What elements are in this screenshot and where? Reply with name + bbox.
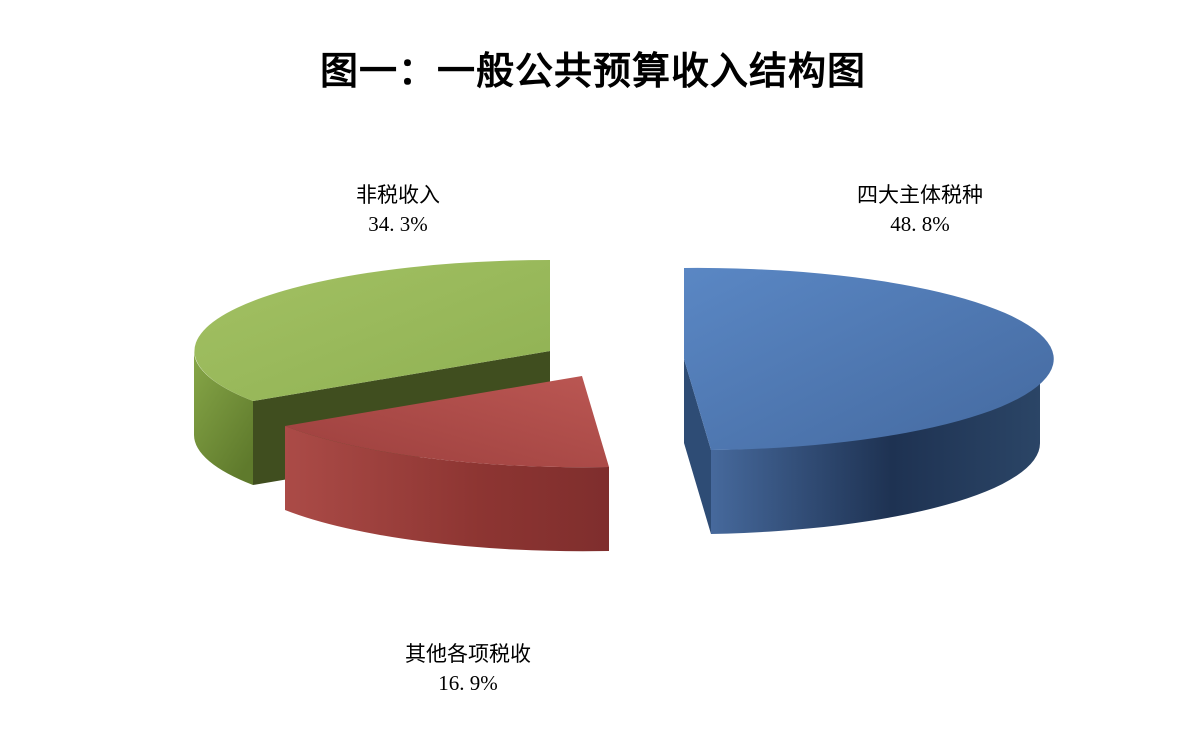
pie-slice-blue-rim <box>711 359 1041 534</box>
pie-slice-red-rim <box>285 426 609 552</box>
slice-label-red-percent: 16. 9% <box>438 671 498 695</box>
slice-label-red-name: 其他各项税收 <box>405 642 531 666</box>
slice-label-green-name: 非税收入 <box>356 183 440 207</box>
pie-slice-green-rim <box>194 351 253 485</box>
pie-slice-red-top <box>285 376 609 468</box>
slice-label-green-percent: 34. 3% <box>368 212 428 236</box>
slice-label-blue-name: 四大主体税种 <box>857 183 983 207</box>
slice-label-red: 其他各项税收 16. 9% <box>405 640 531 698</box>
pie-slice-green-top <box>194 260 550 401</box>
pie-slice-blue-wall <box>684 359 711 534</box>
slice-label-blue: 四大主体税种 48. 8% <box>857 181 983 239</box>
chart-title: 图一：一般公共预算收入结构图 <box>319 51 866 93</box>
slice-label-blue-percent: 48. 8% <box>890 212 950 236</box>
pie-slice-blue-top <box>684 267 1054 450</box>
slice-label-green: 非税收入 34. 3% <box>356 181 440 239</box>
